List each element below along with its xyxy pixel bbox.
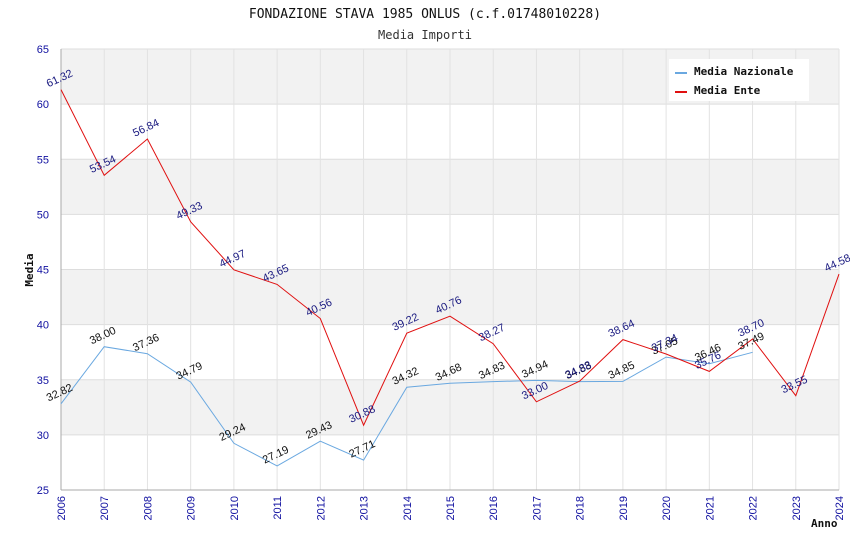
x-axis-ticks: 2006 2007 2008 2009 2010 2011 2012 2013 2014 2015…: [56, 496, 846, 520]
x-tick-label: 2020: [661, 496, 673, 520]
x-tick-label: 2008: [142, 496, 154, 520]
y-tick-label: 50: [37, 209, 49, 221]
series-line: [60, 346, 753, 467]
x-tick-label: 2023: [791, 496, 803, 520]
y-tick-label: 60: [37, 99, 49, 111]
y-axis-label: Media: [23, 253, 36, 286]
legend-label-media-ente: Media Ente: [694, 84, 761, 97]
y-tick-label: 55: [37, 154, 49, 166]
x-tick-label: 2014: [402, 496, 414, 520]
x-tick-label: 2006: [56, 496, 68, 520]
x-tick-label: 2010: [229, 496, 241, 520]
x-tick-label: 2024: [834, 496, 846, 520]
x-tick-label: 2012: [315, 496, 327, 520]
chart-subtitle: Media Importi: [378, 28, 472, 42]
gridlines: [60, 48, 840, 491]
x-axis-label: Anno: [811, 517, 838, 530]
x-tick-label: 2015: [445, 496, 457, 520]
y-tick-label: 40: [37, 320, 49, 332]
y-tick-label: 35: [37, 375, 49, 387]
x-tick-label: 2022: [748, 496, 760, 520]
legend-box: [669, 59, 809, 101]
series-line: [60, 89, 840, 427]
x-tick-label: 2007: [99, 496, 111, 520]
legend: Media Nazionale Media Ente: [669, 59, 809, 101]
x-tick-label: 2018: [575, 496, 587, 520]
x-tick-label: 2011: [272, 496, 284, 520]
x-tick-label: 2009: [186, 496, 198, 520]
y-tick-label: 25: [37, 485, 49, 497]
x-tick-label: 2019: [618, 496, 630, 520]
y-tick-label: 30: [37, 430, 49, 442]
y-tick-label: 45: [37, 265, 49, 277]
series-lines: [60, 89, 840, 467]
chart-title: FONDAZIONE STAVA 1985 ONLUS (c.f.0174801…: [249, 7, 601, 22]
legend-label-media-nazionale: Media Nazionale: [694, 65, 794, 78]
y-axis-ticks: 25 30 35 40 45 50 55 60 65: [37, 44, 49, 497]
x-tick-label: 2013: [359, 496, 371, 520]
x-tick-label: 2016: [488, 496, 500, 520]
y-tick-label: 65: [37, 44, 49, 56]
x-tick-label: 2017: [531, 496, 543, 520]
x-tick-label: 2021: [704, 496, 716, 520]
